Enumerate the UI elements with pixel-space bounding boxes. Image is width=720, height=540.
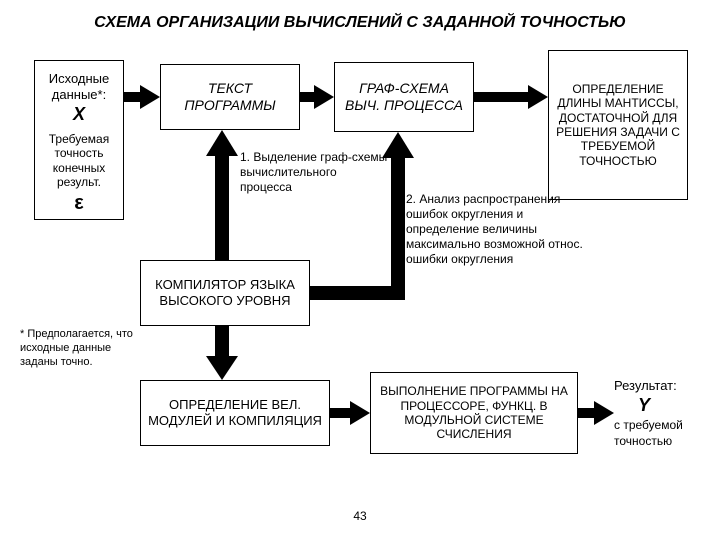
arrow-a2: [300, 85, 334, 109]
graph-scheme-label: ГРАФ-СХЕМА ВЫЧ. ПРОЦЕССА: [341, 80, 467, 114]
arrow-a8: [578, 401, 614, 425]
input-line1: Исходные: [49, 71, 109, 86]
arrow-a7: [330, 401, 370, 425]
arrow-a1: [124, 85, 160, 109]
page-number: 43: [0, 509, 720, 524]
node-program-text: ТЕКСТ ПРОГРАММЫ: [160, 64, 300, 130]
diagram-title: СХЕМА ОРГАНИЗАЦИИ ВЫЧИСЛЕНИЙ С ЗАДАННОЙ …: [0, 14, 720, 32]
result-symbol: Y: [614, 394, 674, 417]
node-graph-scheme: ГРАФ-СХЕМА ВЫЧ. ПРОЦЕССА: [334, 62, 474, 132]
title-text: СХЕМА ОРГАНИЗАЦИИ ВЫЧИСЛЕНИЙ С ЗАДАННОЙ …: [94, 14, 626, 31]
mantissa-label: ОПРЕДЕЛЕНИЕ ДЛИНЫ МАНТИССЫ, ДОСТАТОЧНОЙ …: [555, 82, 681, 168]
input-symbol-x: X: [41, 104, 117, 126]
execution-label: ВЫПОЛНЕНИЕ ПРОГРАММЫ НА ПРОЦЕССОРЕ, ФУНК…: [377, 384, 571, 442]
node-modules: ОПРЕДЕЛЕНИЕ ВЕЛ. МОДУЛЕЙ И КОМПИЛЯЦИЯ: [140, 380, 330, 446]
node-mantissa: ОПРЕДЕЛЕНИЕ ДЛИНЫ МАНТИССЫ, ДОСТАТОЧНОЙ …: [548, 50, 688, 200]
input2-l1: Требуемая: [49, 132, 109, 146]
compiler-label: КОМПИЛЯТОР ЯЗЫКА ВЫСОКОГО УРОВНЯ: [147, 277, 303, 308]
annotation-2-text: 2. Анализ распространения ошибок округле…: [406, 192, 583, 266]
result-line1: Результат:: [614, 378, 677, 393]
arrow-a4: [206, 130, 238, 260]
footnote: * Предполагается, что исходные данные за…: [20, 328, 150, 369]
annotation-2: 2. Анализ распространения ошибок округле…: [406, 192, 586, 267]
node-compiler: КОМПИЛЯТОР ЯЗЫКА ВЫСОКОГО УРОВНЯ: [140, 260, 310, 326]
page-number-text: 43: [353, 509, 366, 523]
arrow-a6: [206, 326, 238, 380]
node-execution: ВЫПОЛНЕНИЕ ПРОГРАММЫ НА ПРОЦЕССОРЕ, ФУНК…: [370, 372, 578, 454]
node-input-data: Исходные данные*: X Требуемая точность к…: [34, 60, 124, 220]
arrow-a3: [474, 85, 548, 109]
input-line2: данные*:: [52, 87, 106, 102]
result-block: Результат: Y с требуемой точностью: [614, 378, 714, 449]
modules-label: ОПРЕДЕЛЕНИЕ ВЕЛ. МОДУЛЕЙ И КОМПИЛЯЦИЯ: [147, 397, 323, 428]
input-symbol-eps: ε: [41, 191, 117, 215]
input2-l4: результ.: [57, 175, 101, 189]
input2-l3: конечных: [53, 161, 105, 175]
result-line2: с требуемой точностью: [614, 418, 683, 448]
annotation-1-text: 1. Выделение граф-схемы вычислительного …: [240, 150, 387, 194]
input2-l2: точность: [54, 146, 103, 160]
program-text-label: ТЕКСТ ПРОГРАММЫ: [167, 80, 293, 114]
footnote-text: * Предполагается, что исходные данные за…: [20, 328, 133, 368]
annotation-1: 1. Выделение граф-схемы вычислительного …: [240, 150, 390, 195]
